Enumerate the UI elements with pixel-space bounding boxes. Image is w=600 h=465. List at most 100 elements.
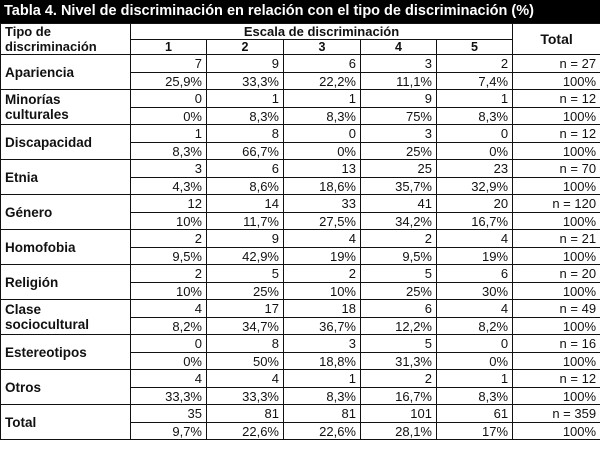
count-cell: 41 xyxy=(360,194,437,213)
percent-cell: 8,3% xyxy=(206,107,284,125)
percent-cell: 9,5% xyxy=(130,247,207,265)
percent-cell: 66,7% xyxy=(206,142,284,160)
percent-cell: 10% xyxy=(283,282,361,300)
row-label: Género xyxy=(0,194,131,230)
count-cell: 101 xyxy=(360,404,437,423)
count-cell: 9 xyxy=(206,54,284,73)
count-cell: 2 xyxy=(435,54,514,73)
total-pct-cell: 100% xyxy=(512,247,600,265)
count-cell: 8 xyxy=(206,124,284,143)
table-row: Clase sociocultural 4 17 18 6 4 n = 49 xyxy=(0,299,600,335)
count-cell: 8 xyxy=(206,334,284,353)
percent-cell: 10% xyxy=(130,282,207,300)
discrimination-table: Tipo de discriminación Escala de discrim… xyxy=(0,22,600,440)
total-pct-cell: 100% xyxy=(512,352,600,370)
total-pct-cell: 100% xyxy=(512,422,600,440)
percent-cell: 34,7% xyxy=(206,317,284,335)
percent-cell: 9,5% xyxy=(360,247,437,265)
row-label: Etnia xyxy=(0,159,131,195)
percent-cell: 22,6% xyxy=(283,422,361,440)
count-cell: 0 xyxy=(283,124,361,143)
count-cell: 3 xyxy=(283,334,361,353)
percent-cell: 11,1% xyxy=(360,72,437,90)
count-cell: 2 xyxy=(283,264,361,283)
count-cell: 1 xyxy=(130,124,207,143)
percent-cell: 19% xyxy=(435,247,514,265)
count-cell: 5 xyxy=(206,264,284,283)
total-pct-cell: 100% xyxy=(512,177,600,195)
percent-cell: 10% xyxy=(130,212,207,230)
percent-cell: 50% xyxy=(206,352,284,370)
count-cell: 14 xyxy=(206,194,284,213)
total-n-cell: n = 27 xyxy=(512,54,600,73)
total-pct-cell: 100% xyxy=(512,72,600,90)
total-pct-cell: 100% xyxy=(512,142,600,160)
count-cell: 2 xyxy=(130,264,207,283)
table-row-pct: 33,3% 33,3% 8,3% 16,7% 8,3% 100% xyxy=(1,387,600,405)
count-cell: 0 xyxy=(130,334,207,353)
percent-cell: 16,7% xyxy=(435,212,514,230)
percent-cell: 25% xyxy=(360,142,437,160)
table-row: Discapacidad 1 8 0 3 0 n = 12 xyxy=(0,124,600,160)
count-cell: 6 xyxy=(435,264,514,283)
percent-cell: 25% xyxy=(206,282,284,300)
count-cell: 1 xyxy=(283,89,361,108)
total-pct-cell: 100% xyxy=(512,107,600,125)
percent-cell: 18,6% xyxy=(283,177,361,195)
percent-cell: 28,1% xyxy=(360,422,437,440)
count-cell: 23 xyxy=(435,159,514,178)
percent-cell: 75% xyxy=(360,107,437,125)
table-row: Género 12 14 33 41 20 n = 120 xyxy=(0,194,600,230)
count-cell: 4 xyxy=(435,229,514,248)
total-pct-cell: 100% xyxy=(512,387,600,405)
count-cell: 7 xyxy=(130,54,207,73)
count-cell: 4 xyxy=(206,369,284,388)
count-cell: 6 xyxy=(360,299,437,318)
table-row-pct: 9,7% 22,6% 22,6% 28,1% 17% 100% xyxy=(1,422,600,440)
percent-cell: 36,7% xyxy=(283,317,361,335)
table-row: Total 35 81 81 101 61 n = 359 xyxy=(0,404,600,440)
percent-cell: 31,3% xyxy=(360,352,437,370)
total-n-cell: n = 12 xyxy=(512,89,600,108)
count-cell: 6 xyxy=(283,54,361,73)
percent-cell: 4,3% xyxy=(130,177,207,195)
count-cell: 2 xyxy=(130,229,207,248)
percent-cell: 27,5% xyxy=(283,212,361,230)
percent-cell: 22,2% xyxy=(283,72,361,90)
count-cell: 3 xyxy=(360,54,437,73)
table-row: Religión 2 5 2 5 6 n = 20 xyxy=(0,264,600,300)
percent-cell: 8,6% xyxy=(206,177,284,195)
count-cell: 5 xyxy=(360,334,437,353)
count-cell: 35 xyxy=(130,404,207,423)
count-cell: 9 xyxy=(360,89,437,108)
count-cell: 81 xyxy=(283,404,361,423)
count-cell: 1 xyxy=(283,369,361,388)
count-cell: 4 xyxy=(130,369,207,388)
total-n-cell: n = 49 xyxy=(512,299,600,318)
row-label: Clase sociocultural xyxy=(0,299,131,335)
header-scale: Escala de discriminación xyxy=(129,22,514,41)
header-total: Total xyxy=(512,23,600,55)
percent-cell: 8,3% xyxy=(435,387,514,405)
count-cell: 5 xyxy=(360,264,437,283)
count-cell: 3 xyxy=(360,124,437,143)
percent-cell: 30% xyxy=(435,282,514,300)
percent-cell: 0% xyxy=(435,142,514,160)
table-body: Apariencia 7 9 6 3 2 n = 27 25,9% 33,3% 22,2% 11,1… xyxy=(0,54,600,440)
count-cell: 17 xyxy=(206,299,284,318)
header-scale-3: 3 xyxy=(283,39,361,55)
header-scale-4: 4 xyxy=(360,39,437,55)
count-cell: 9 xyxy=(206,229,284,248)
percent-cell: 34,2% xyxy=(360,212,437,230)
row-label: Total xyxy=(0,404,131,440)
table-row-pct: 4,3% 8,6% 18,6% 35,7% 32,9% 100% xyxy=(1,177,600,195)
percent-cell: 12,2% xyxy=(360,317,437,335)
total-n-cell: n = 16 xyxy=(512,334,600,353)
table-row: Etnia 3 6 13 25 23 n = 70 xyxy=(0,159,600,195)
table-row: Otros 4 4 1 2 1 n = 12 xyxy=(0,369,600,405)
table-row-pct: 25,9% 33,3% 22,2% 11,1% 7,4% 100% xyxy=(1,72,600,90)
table-row-pct: 8,2% 34,7% 36,7% 12,2% 8,2% 100% xyxy=(1,317,600,335)
count-cell: 0 xyxy=(435,124,514,143)
percent-cell: 8,2% xyxy=(435,317,514,335)
